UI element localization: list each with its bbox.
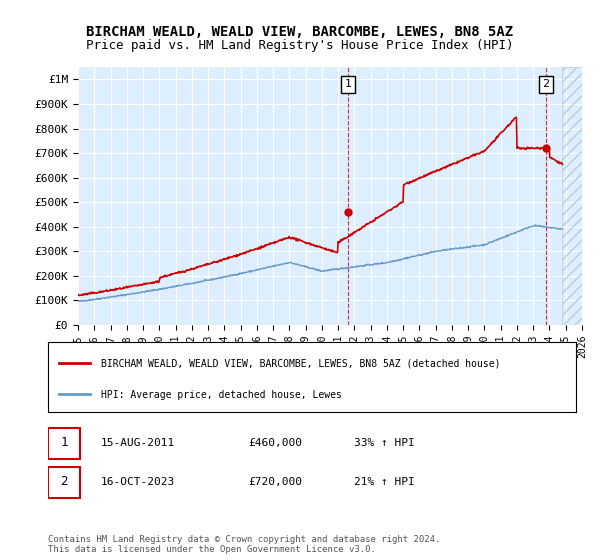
FancyBboxPatch shape [48,428,80,459]
Text: 1: 1 [345,80,352,90]
Text: 16-OCT-2023: 16-OCT-2023 [101,477,175,487]
Text: Price paid vs. HM Land Registry's House Price Index (HPI): Price paid vs. HM Land Registry's House … [86,39,514,52]
Text: 2: 2 [542,80,550,90]
Text: 15-AUG-2011: 15-AUG-2011 [101,437,175,447]
Text: BIRCHAM WEALD, WEALD VIEW, BARCOMBE, LEWES, BN8 5AZ: BIRCHAM WEALD, WEALD VIEW, BARCOMBE, LEW… [86,25,514,39]
Text: 2: 2 [60,475,68,488]
Text: 1: 1 [60,436,68,449]
Text: £460,000: £460,000 [248,437,302,447]
FancyBboxPatch shape [48,467,80,498]
Text: 21% ↑ HPI: 21% ↑ HPI [354,477,415,487]
Text: 33% ↑ HPI: 33% ↑ HPI [354,437,415,447]
Text: BIRCHAM WEALD, WEALD VIEW, BARCOMBE, LEWES, BN8 5AZ (detached house): BIRCHAM WEALD, WEALD VIEW, BARCOMBE, LEW… [101,359,500,369]
Text: Contains HM Land Registry data © Crown copyright and database right 2024.
This d: Contains HM Land Registry data © Crown c… [48,535,440,554]
Text: £720,000: £720,000 [248,477,302,487]
Text: HPI: Average price, detached house, Lewes: HPI: Average price, detached house, Lewe… [101,390,341,400]
